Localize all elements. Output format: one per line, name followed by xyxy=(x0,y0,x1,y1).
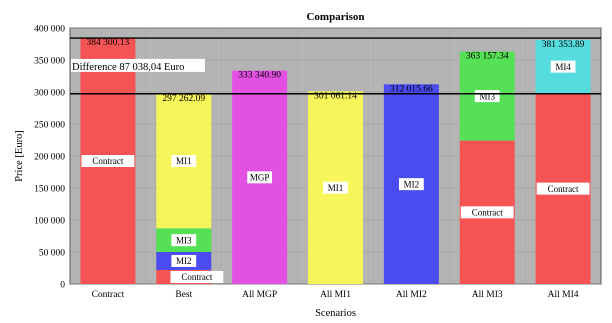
segment-label: Contract xyxy=(181,272,212,282)
segment-label-box xyxy=(170,270,224,283)
segment-label: Contract xyxy=(472,208,503,218)
segment-label-box xyxy=(550,60,576,73)
y-tick-label: 0 xyxy=(60,281,65,291)
segment-label: MI1 xyxy=(176,156,192,166)
bar-value-label: 384 300.13 xyxy=(87,38,130,48)
x-tick-label: All MI4 xyxy=(548,290,579,300)
segment-label-box xyxy=(171,155,197,168)
y-axis-ticks: 0 50 000 100 000 150 000 200 000 250 000 300 0… xyxy=(34,25,65,291)
bar-value-label: 297 262.09 xyxy=(162,94,205,104)
segment-label-box xyxy=(398,178,424,191)
y-tick-label: 400 000 xyxy=(34,25,65,35)
bars: Contract 384 300.13 Contract MI2 MI3 MI1 297 2… xyxy=(80,38,591,285)
y-tick-label: 350 000 xyxy=(34,57,65,67)
y-tick-label: 50 000 xyxy=(39,249,65,259)
x-axis-label: Scenarios xyxy=(315,308,356,319)
annotation-box xyxy=(71,58,205,72)
segment-label: MI2 xyxy=(404,179,420,189)
segment-label-box xyxy=(247,171,273,184)
y-tick-label: 300 000 xyxy=(34,89,65,99)
segment-label-box xyxy=(536,182,590,195)
difference-annotation: Difference 87 038,04 Euro xyxy=(72,62,184,73)
segment-label-box xyxy=(323,181,348,194)
y-axis-label: Price [Euro] xyxy=(14,130,25,182)
reference-lines: Difference 87 038,04 Euro xyxy=(70,37,601,95)
x-tick-label: Contract xyxy=(92,290,125,300)
bar-value-label: 333 340.90 xyxy=(238,71,281,81)
bar-value-label: 312 015.66 xyxy=(390,84,433,94)
segment-label: MI1 xyxy=(328,183,344,193)
bar-value-label: 363 157.34 xyxy=(466,52,509,62)
y-tick-label: 150 000 xyxy=(34,185,65,195)
segment-label: MI4 xyxy=(555,62,571,72)
y-tick-label: 100 000 xyxy=(34,217,65,227)
bar-value-label: 301 061.14 xyxy=(314,91,357,101)
segment-label-box xyxy=(171,254,197,267)
segment-label: Contract xyxy=(548,184,579,194)
segment-label-box xyxy=(81,155,135,168)
bar-value-label: 381 353.89 xyxy=(542,40,585,50)
x-tick-label: All MI1 xyxy=(320,290,351,300)
x-tick-label: Best xyxy=(175,290,192,300)
segment-label: MI3 xyxy=(176,235,192,245)
x-axis-ticks: Contract Best All MGP All MI1 All MI2 All MI3… xyxy=(92,290,579,300)
segment-label: Contract xyxy=(92,156,123,166)
x-tick-label: All MI3 xyxy=(472,290,503,300)
segment-label: MI2 xyxy=(176,256,192,266)
segment-label-box xyxy=(171,234,197,247)
segment-label: MI3 xyxy=(479,91,495,101)
x-tick-label: All MI2 xyxy=(396,290,427,300)
segment-label-box xyxy=(460,206,514,219)
chart-title: Comparison xyxy=(306,11,364,23)
segment-label: MGP xyxy=(250,173,270,183)
y-tick-label: 200 000 xyxy=(34,153,65,163)
x-tick-label: All MGP xyxy=(242,290,277,300)
y-tick-label: 250 000 xyxy=(34,121,65,131)
